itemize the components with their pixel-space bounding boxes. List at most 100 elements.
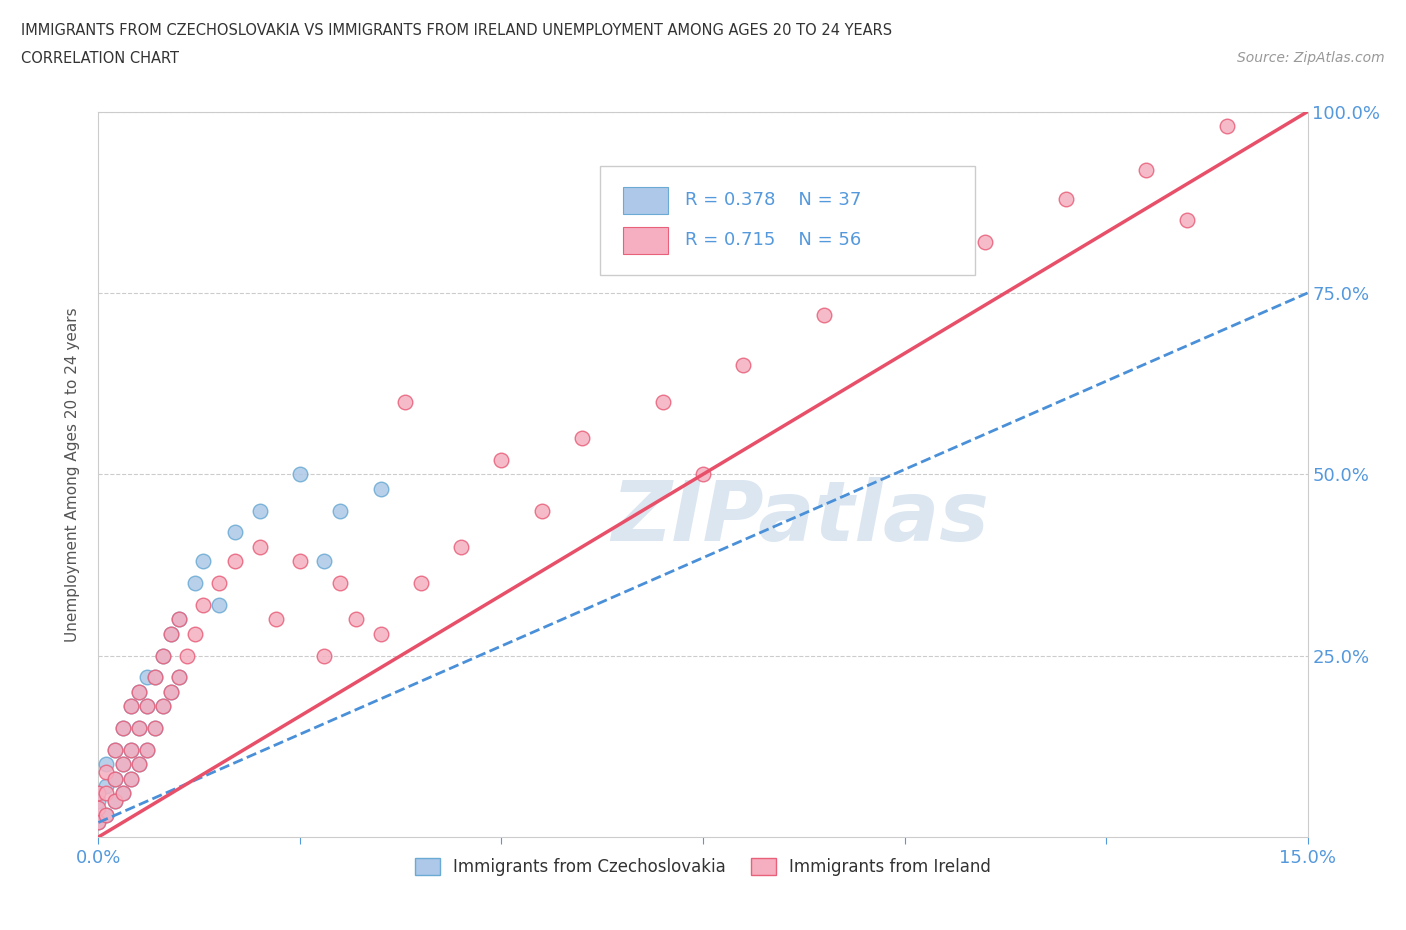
- Point: [103, 793, 125, 808]
- Point: [96, 778, 118, 793]
- Point: [249, 503, 271, 518]
- Point: [96, 808, 118, 823]
- Point: [96, 786, 118, 801]
- Point: [370, 482, 392, 497]
- Point: [111, 757, 134, 772]
- Point: [651, 394, 673, 409]
- Point: [450, 539, 472, 554]
- Point: [160, 627, 183, 642]
- Point: [128, 757, 150, 772]
- Point: [103, 772, 125, 787]
- Point: [120, 772, 142, 787]
- Point: [143, 721, 166, 736]
- FancyBboxPatch shape: [623, 227, 668, 254]
- Point: [120, 742, 142, 757]
- Point: [152, 648, 174, 663]
- Text: ZIPatlas: ZIPatlas: [610, 477, 988, 558]
- Point: [87, 793, 110, 808]
- Point: [176, 648, 198, 663]
- Point: [370, 627, 392, 642]
- Text: R = 0.378    N = 37: R = 0.378 N = 37: [685, 192, 862, 209]
- Point: [224, 525, 246, 539]
- FancyBboxPatch shape: [600, 166, 976, 275]
- Point: [87, 815, 110, 830]
- Point: [135, 742, 157, 757]
- Point: [692, 467, 714, 482]
- Point: [111, 721, 134, 736]
- Point: [120, 742, 142, 757]
- Point: [120, 699, 142, 714]
- Point: [193, 597, 215, 612]
- Point: [87, 801, 110, 816]
- Point: [167, 670, 190, 684]
- Point: [111, 721, 134, 736]
- Point: [167, 612, 190, 627]
- Point: [288, 467, 311, 482]
- Point: [329, 576, 352, 591]
- Point: [135, 699, 157, 714]
- Point: [167, 612, 190, 627]
- Point: [893, 249, 915, 264]
- Point: [120, 772, 142, 787]
- Point: [264, 612, 287, 627]
- Point: [288, 554, 311, 569]
- Point: [344, 612, 367, 627]
- Point: [103, 742, 125, 757]
- Point: [160, 684, 183, 699]
- Text: R = 0.715    N = 56: R = 0.715 N = 56: [685, 232, 860, 249]
- Point: [111, 757, 134, 772]
- Point: [329, 503, 352, 518]
- Point: [111, 786, 134, 801]
- Point: [152, 699, 174, 714]
- Point: [152, 699, 174, 714]
- Point: [974, 234, 997, 249]
- Point: [103, 742, 125, 757]
- Point: [1135, 162, 1157, 177]
- Point: [813, 307, 835, 322]
- Point: [128, 721, 150, 736]
- Point: [120, 699, 142, 714]
- Point: [160, 627, 183, 642]
- Point: [103, 772, 125, 787]
- Point: [394, 394, 416, 409]
- Point: [314, 648, 336, 663]
- Point: [152, 648, 174, 663]
- Text: Source: ZipAtlas.com: Source: ZipAtlas.com: [1237, 51, 1385, 65]
- Point: [184, 576, 207, 591]
- Point: [87, 786, 110, 801]
- Point: [135, 742, 157, 757]
- Point: [96, 764, 118, 779]
- Legend: Immigrants from Czechoslovakia, Immigrants from Ireland: Immigrants from Czechoslovakia, Immigran…: [408, 852, 998, 883]
- Point: [491, 452, 513, 467]
- Point: [96, 757, 118, 772]
- Point: [314, 554, 336, 569]
- Point: [128, 721, 150, 736]
- Point: [160, 684, 183, 699]
- Point: [208, 576, 231, 591]
- Point: [409, 576, 432, 591]
- Point: [1216, 119, 1239, 134]
- Point: [1175, 213, 1198, 228]
- Point: [111, 786, 134, 801]
- Point: [167, 670, 190, 684]
- Point: [1054, 192, 1077, 206]
- Point: [208, 597, 231, 612]
- Point: [135, 699, 157, 714]
- Point: [128, 757, 150, 772]
- Point: [135, 670, 157, 684]
- Point: [224, 554, 246, 569]
- Point: [128, 684, 150, 699]
- Point: [87, 815, 110, 830]
- Point: [184, 627, 207, 642]
- Point: [143, 670, 166, 684]
- Text: CORRELATION CHART: CORRELATION CHART: [21, 51, 179, 66]
- Point: [733, 358, 755, 373]
- Point: [530, 503, 553, 518]
- FancyBboxPatch shape: [623, 187, 668, 214]
- Point: [571, 431, 593, 445]
- Point: [249, 539, 271, 554]
- Point: [193, 554, 215, 569]
- Point: [128, 684, 150, 699]
- Y-axis label: Unemployment Among Ages 20 to 24 years: Unemployment Among Ages 20 to 24 years: [65, 307, 80, 642]
- Point: [143, 721, 166, 736]
